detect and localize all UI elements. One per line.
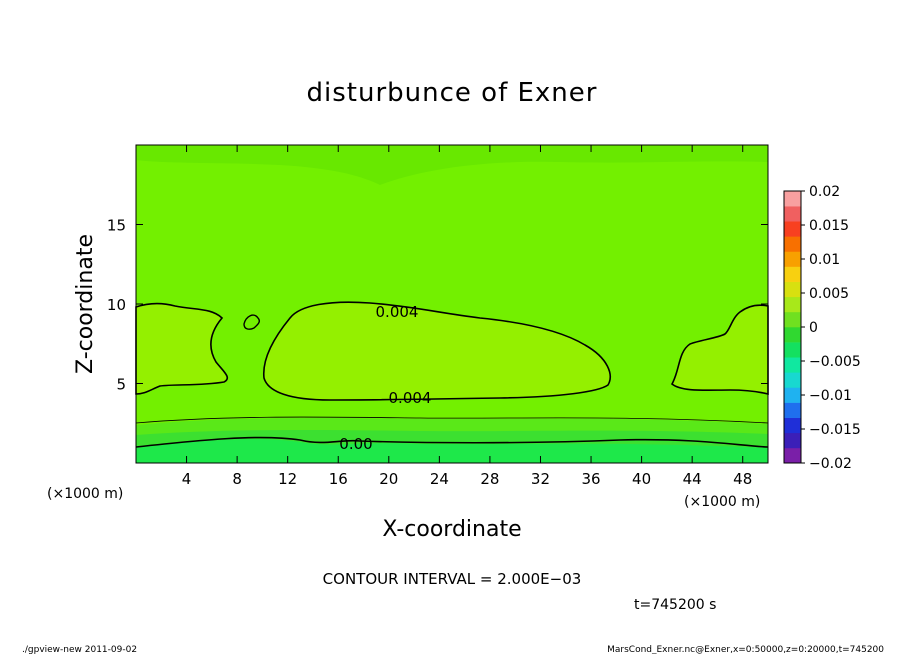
colorbar-tick-label: 0.015 xyxy=(809,218,849,234)
field-band-top xyxy=(136,145,768,185)
footer-left: ./gpview-new 2011-09-02 xyxy=(22,645,137,654)
colorbar-segment xyxy=(784,372,801,388)
colorbar-segment xyxy=(784,432,801,449)
colorbar-segment xyxy=(784,342,801,358)
y-tick-label: 5 xyxy=(116,376,126,394)
colorbar-segment xyxy=(784,206,801,222)
colorbar-segment xyxy=(784,236,801,252)
colorbar-segment xyxy=(784,191,801,207)
contour-interval-text: CONTOUR INTERVAL = 2.000E−03 xyxy=(323,570,582,588)
contour-small-blob xyxy=(243,314,261,330)
colorbar-segment xyxy=(784,402,801,418)
colorbar-segment xyxy=(784,447,801,464)
colorbar-segment xyxy=(784,357,801,373)
x-axis-label: X-coordinate xyxy=(382,517,521,542)
x-tick-label: 40 xyxy=(632,470,651,488)
x-tick-label: 32 xyxy=(531,470,550,488)
footer-right: MarsCond_Exner.nc@Exner,x=0:50000,z=0:20… xyxy=(607,645,884,654)
y-tick-label: 10 xyxy=(107,296,126,314)
colorbar: 0.02 0.015 0.01 0.005 0 −0.005 −0.01 −0.015 −0.0… xyxy=(783,184,861,472)
colorbar-segment xyxy=(784,311,801,328)
colorbar-segment xyxy=(784,221,801,237)
field-band-lower-3 xyxy=(136,439,768,463)
x-tick-label: 36 xyxy=(581,470,600,488)
y-tick-label: 15 xyxy=(107,217,126,235)
field-background xyxy=(136,145,768,463)
colorbar-tick-label: 0.005 xyxy=(809,286,849,302)
contour-label: 0.004 xyxy=(389,389,432,407)
y-axis-label: Z-coordinate xyxy=(73,234,98,374)
x-tick-label: 16 xyxy=(329,470,348,488)
colorbar-tick-label: −0.015 xyxy=(809,422,861,438)
colorbar-segment xyxy=(784,251,801,267)
x-unit-label-right: (×1000 m) xyxy=(684,494,760,510)
contour-label: 0.004 xyxy=(376,303,419,321)
colorbar-tick-label: 0 xyxy=(809,320,818,336)
colorbar-segment xyxy=(784,281,801,298)
time-label: t=745200 s xyxy=(634,597,716,613)
colorbar-segment xyxy=(784,266,801,282)
x-tick-label: 12 xyxy=(278,470,297,488)
x-tick-label: 8 xyxy=(232,470,242,488)
colorbar-tick-label: −0.005 xyxy=(809,354,861,370)
x-tick-label: 48 xyxy=(733,470,752,488)
colorbar-tick-label: −0.02 xyxy=(809,456,852,472)
x-unit-label: (×1000 m) xyxy=(47,486,123,502)
colorbar-segment xyxy=(784,387,801,403)
x-tick-label: 44 xyxy=(683,470,702,488)
contour-line-zero xyxy=(135,436,769,448)
contour-region-right xyxy=(670,304,769,396)
y-axis: 5 10 15 xyxy=(107,217,768,394)
chart-title: disturbunce of Exner xyxy=(307,78,598,108)
plot-area xyxy=(135,144,769,464)
colorbar-tick-label: −0.01 xyxy=(809,388,852,404)
contour-line-thin xyxy=(135,416,769,424)
x-tick-label: 4 xyxy=(182,470,192,488)
contour-label: 0.00 xyxy=(339,435,372,453)
colorbar-tick-label: 0.01 xyxy=(809,252,840,268)
colorbar-segment xyxy=(784,327,801,343)
contour-region-center xyxy=(262,301,611,401)
contour-region-left xyxy=(135,302,229,395)
colorbar-segment xyxy=(784,417,801,434)
x-tick-label: 20 xyxy=(379,470,398,488)
colorbar-tick-label: 0.02 xyxy=(809,184,840,200)
x-tick-label: 24 xyxy=(430,470,449,488)
colorbar-segment xyxy=(784,296,801,313)
x-tick-label: 28 xyxy=(480,470,499,488)
x-axis: 4 8 12 16 20 24 28 32 36 40 44 48 xyxy=(182,145,752,488)
